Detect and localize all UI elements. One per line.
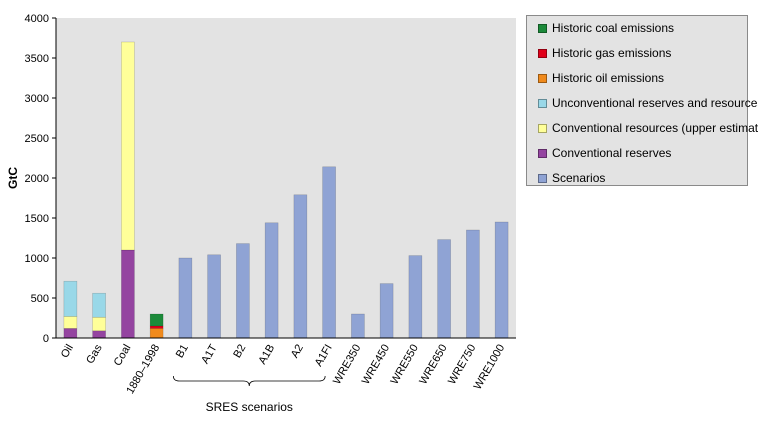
legend-swatch bbox=[538, 73, 547, 83]
legend-swatch bbox=[538, 173, 547, 183]
x-tick-label: A1B bbox=[256, 343, 277, 367]
x-tick-label: WRE550 bbox=[389, 343, 421, 387]
bar-oil-unconventional-reserves-and-resources bbox=[63, 280, 78, 317]
sres-brace bbox=[172, 375, 326, 387]
bar-a1b-scenarios bbox=[264, 222, 279, 339]
y-tick-label: 500 bbox=[31, 293, 49, 305]
bar-coal-conventional-reserves bbox=[121, 249, 135, 339]
bar-oil-conventional-reserves bbox=[63, 328, 78, 339]
x-tick-label: B2 bbox=[231, 343, 248, 361]
x-tick-label: WRE650 bbox=[417, 343, 449, 387]
bar-wre550-scenarios bbox=[408, 255, 423, 339]
legend-label: Conventional reserves bbox=[552, 146, 672, 160]
bar-gas-conventional-resources-upper-estimate- bbox=[92, 316, 106, 332]
legend-swatch bbox=[538, 23, 547, 33]
bar-wre650-scenarios bbox=[437, 239, 451, 339]
legend-item: Historic gas emissions bbox=[538, 45, 671, 61]
legend-item: Historic coal emissions bbox=[538, 20, 674, 36]
legend-label: Conventional resources (upper estimate) bbox=[552, 121, 758, 135]
y-tick-label: 0 bbox=[43, 333, 49, 345]
legend-swatch bbox=[538, 148, 547, 158]
bar-a1t-scenarios bbox=[207, 254, 221, 339]
sres-annotation: SRES scenarios bbox=[206, 400, 293, 414]
bar-1880-1998-historic-coal-emissions bbox=[149, 313, 164, 327]
legend-swatch bbox=[538, 123, 547, 133]
bar-wre1000-scenarios bbox=[494, 221, 509, 339]
bar-1880-1998-historic-gas-emissions bbox=[149, 325, 164, 329]
bar-a2-scenarios bbox=[293, 194, 308, 339]
bar-b1-scenarios bbox=[178, 257, 193, 339]
legend-swatch bbox=[538, 48, 547, 58]
x-tick-label: WRE750 bbox=[446, 343, 478, 387]
x-tick-label: Oil bbox=[59, 343, 76, 361]
x-tick-label: A1T bbox=[199, 342, 220, 366]
legend-item: Unconventional reserves and resources bbox=[538, 95, 758, 111]
bars bbox=[63, 41, 509, 339]
x-tick-label: WRE450 bbox=[360, 343, 392, 387]
y-tick-label: 4000 bbox=[25, 13, 49, 25]
bar-wre350-scenarios bbox=[351, 313, 365, 339]
y-tick-label: 3000 bbox=[25, 93, 49, 105]
x-tick-label: Coal bbox=[112, 343, 134, 369]
legend: Historic coal emissions Historic gas emis… bbox=[526, 15, 758, 186]
bar-oil-conventional-resources-upper-estimate- bbox=[63, 316, 78, 329]
bar-a1fi-scenarios bbox=[322, 166, 336, 339]
legend-item: Conventional reserves bbox=[538, 145, 671, 161]
y-tick-label: 1500 bbox=[25, 213, 49, 225]
legend-label: Unconventional reserves and resources bbox=[552, 96, 758, 110]
legend-label: Historic coal emissions bbox=[552, 21, 675, 35]
legend-swatch bbox=[538, 98, 547, 108]
x-tick-label: Gas bbox=[84, 342, 105, 366]
bar-b2-scenarios bbox=[236, 243, 250, 339]
y-tick-label: 3500 bbox=[25, 53, 49, 65]
y-axis: 0 500 1000 1500 2000 2500 3000 3500 4000 bbox=[25, 13, 57, 345]
bar-gas-unconventional-reserves-and-resources bbox=[92, 292, 106, 318]
y-tick-label: 2000 bbox=[25, 173, 49, 185]
legend-label: Historic oil emissions bbox=[552, 71, 665, 85]
bar-1880-1998-historic-oil-emissions bbox=[149, 328, 164, 339]
bar-coal-conventional-resources-upper-estimate- bbox=[121, 41, 135, 251]
legend-label: Scenarios bbox=[552, 171, 606, 185]
bar-gas-conventional-reserves bbox=[92, 330, 106, 339]
y-axis-label: GtC bbox=[6, 167, 20, 189]
x-tick-label: WRE350 bbox=[331, 343, 363, 387]
y-tick-label: 1000 bbox=[25, 253, 49, 265]
legend-label: Historic gas emissions bbox=[552, 46, 672, 60]
legend-item: Historic oil emissions bbox=[538, 70, 664, 86]
x-tick-label: A2 bbox=[289, 343, 306, 361]
x-tick-label: A1FI bbox=[313, 343, 335, 369]
y-tick-label: 2500 bbox=[25, 133, 49, 145]
x-tick-label: B1 bbox=[174, 343, 191, 361]
legend-item: Conventional resources (upper estimate) bbox=[538, 120, 758, 136]
legend-item: Scenarios bbox=[538, 170, 605, 186]
bar-wre750-scenarios bbox=[466, 229, 480, 339]
bar-wre450-scenarios bbox=[379, 283, 394, 339]
